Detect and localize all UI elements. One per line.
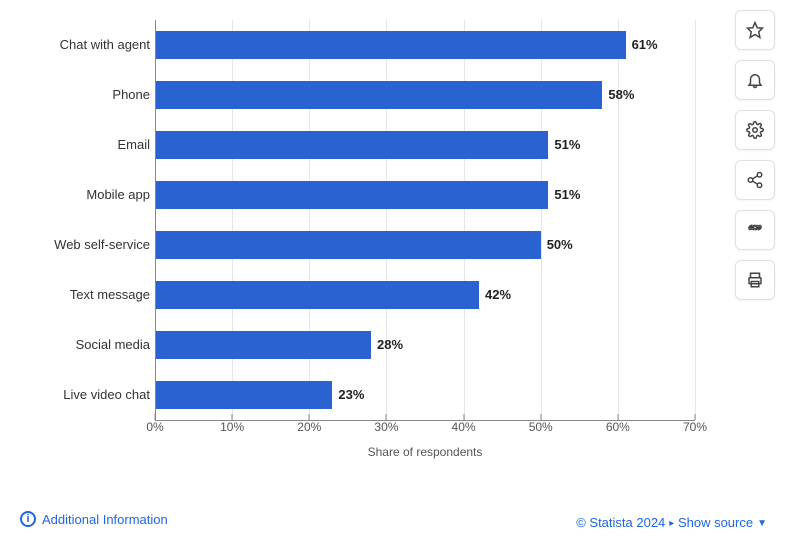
x-axis-title: Share of respondents: [155, 445, 695, 459]
category-label: Social media: [20, 337, 150, 353]
x-tick-mark: [386, 414, 387, 420]
grid-line: [232, 20, 233, 420]
chart-container: Chat with agent 61% Phone 58% Email 51% Mobile…: [20, 10, 720, 470]
footer: i Additional Information © Statista 2024…: [20, 510, 767, 534]
svg-text:“”: “”: [748, 223, 762, 238]
x-tick-mark: [617, 414, 618, 420]
star-icon: [746, 21, 764, 39]
bar-value-label: 42%: [479, 281, 511, 309]
x-tick-mark: [463, 414, 464, 420]
bar[interactable]: [155, 31, 626, 59]
grid-line: [309, 20, 310, 420]
category-label: Email: [20, 137, 150, 153]
x-tick-label: 0%: [146, 420, 163, 434]
toolbar: “”: [735, 10, 775, 300]
bar[interactable]: [155, 281, 479, 309]
grid-line: [618, 20, 619, 420]
bar[interactable]: [155, 81, 602, 109]
bar[interactable]: [155, 231, 541, 259]
category-label: Mobile app: [20, 187, 150, 203]
category-label: Chat with agent: [20, 37, 150, 53]
notify-button[interactable]: [735, 60, 775, 100]
grid-line: [386, 20, 387, 420]
x-tick-label: 40%: [452, 420, 476, 434]
bar-value-label: 58%: [602, 81, 634, 109]
bar-value-label: 51%: [548, 181, 580, 209]
quote-icon: “”: [746, 221, 764, 239]
copyright: © Statista 2024 ▸: [576, 513, 674, 534]
category-label: Phone: [20, 87, 150, 103]
grid-line: [464, 20, 465, 420]
bar[interactable]: [155, 381, 332, 409]
x-tick-mark: [540, 414, 541, 420]
bell-icon: [746, 71, 764, 89]
bar[interactable]: [155, 181, 548, 209]
print-icon: [746, 271, 764, 289]
category-label: Text message: [20, 287, 150, 303]
bar-value-label: 23%: [332, 381, 364, 409]
category-label: Live video chat: [20, 387, 150, 403]
x-tick-label: 10%: [220, 420, 244, 434]
bar-value-label: 51%: [548, 131, 580, 159]
copyright-text: © Statista 2024: [576, 513, 665, 534]
info-icon: i: [20, 511, 36, 527]
x-tick-label: 50%: [529, 420, 553, 434]
x-tick-label: 20%: [297, 420, 321, 434]
x-tick-label: 30%: [374, 420, 398, 434]
plot-area: Chat with agent61%Phone58%Email51%Mobile…: [155, 20, 695, 420]
gear-icon: [746, 121, 764, 139]
bar-value-label: 61%: [626, 31, 658, 59]
bar-value-label: 50%: [541, 231, 573, 259]
favorite-button[interactable]: [735, 10, 775, 50]
y-axis-line: [155, 20, 156, 420]
grid-line: [695, 20, 696, 420]
x-tick-mark: [155, 414, 156, 420]
x-tick-label: 70%: [683, 420, 707, 434]
flag-icon: ▸: [669, 516, 674, 532]
share-button[interactable]: [735, 160, 775, 200]
bar-value-label: 28%: [371, 331, 403, 359]
additional-info-label: Additional Information: [42, 512, 168, 527]
x-tick-mark: [309, 414, 310, 420]
x-tick-label: 60%: [606, 420, 630, 434]
bar[interactable]: [155, 331, 371, 359]
settings-button[interactable]: [735, 110, 775, 150]
print-button[interactable]: [735, 260, 775, 300]
footer-right: © Statista 2024 ▸ Show source ▼: [576, 513, 767, 534]
x-tick-mark: [232, 414, 233, 420]
category-label: Web self-service: [20, 237, 150, 253]
cite-button[interactable]: “”: [735, 210, 775, 250]
grid-line: [541, 20, 542, 420]
x-tick-mark: [695, 414, 696, 420]
additional-info-link[interactable]: i Additional Information: [20, 511, 168, 527]
chevron-down-icon: ▼: [757, 516, 767, 532]
share-icon: [746, 171, 764, 189]
bar[interactable]: [155, 131, 548, 159]
show-source-link[interactable]: Show source ▼: [678, 513, 767, 534]
show-source-label: Show source: [678, 513, 753, 534]
